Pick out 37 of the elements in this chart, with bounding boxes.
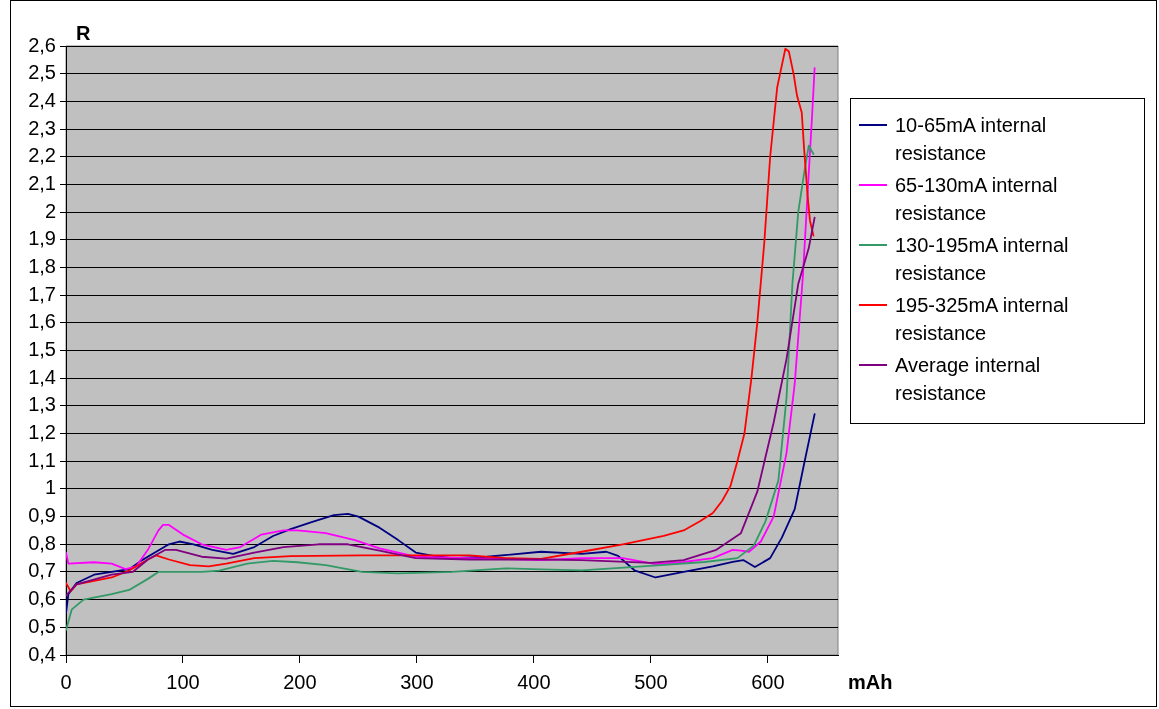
y-tick-label: 1,6 [28, 310, 56, 333]
y-tick-label: 2,4 [28, 88, 56, 111]
y-tick-label: 1,2 [28, 421, 56, 444]
y-tick-label: 0,7 [28, 559, 56, 582]
legend-label: 195-325mA internal resistance [895, 293, 1070, 346]
y-tick-label: 2 [44, 199, 56, 222]
x-tick-label: 600 [751, 670, 785, 693]
y-tick-label: 2,6 [28, 33, 56, 56]
y-tick-label: 1,4 [28, 365, 56, 388]
y-tick-label: 0,5 [28, 614, 56, 637]
legend-label: Average internal resistance [895, 353, 1042, 406]
y-tick-label: 1 [44, 476, 56, 499]
y-tick-label: 1,8 [28, 254, 56, 277]
legend-label: 65-130mA internal resistance [895, 173, 1059, 226]
y-tick-label: 2,5 [28, 61, 56, 84]
y-tick-label: 1,5 [28, 338, 56, 361]
y-tick-label: 2,1 [28, 171, 56, 194]
y-tick-label: 0,4 [28, 642, 56, 665]
x-tick-label: 100 [166, 670, 200, 693]
legend-label: 10-65mA internal resistance [895, 113, 1048, 166]
x-tick-label: 300 [400, 670, 434, 693]
y-tick-label: 2,3 [28, 116, 56, 139]
y-tick-label: 2,2 [28, 144, 56, 167]
y-tick-label: 1,7 [28, 282, 56, 305]
x-axis-title: mAh [848, 670, 893, 693]
y-tick-label: 1,9 [28, 227, 56, 250]
x-tick-label: 400 [517, 670, 551, 693]
y-tick-label: 1,1 [28, 448, 56, 471]
x-tick-label: 500 [634, 670, 668, 693]
y-tick-label: 0,9 [28, 504, 56, 527]
y-tick-label: 0,6 [28, 587, 56, 610]
y-tick-label: 0,8 [28, 531, 56, 554]
x-tick-label: 200 [283, 670, 317, 693]
x-tick-label: 0 [60, 670, 72, 693]
y-axis-title: R [76, 21, 91, 44]
y-tick-label: 1,3 [28, 393, 56, 416]
legend-label: 130-195mA internal resistance [895, 233, 1070, 286]
